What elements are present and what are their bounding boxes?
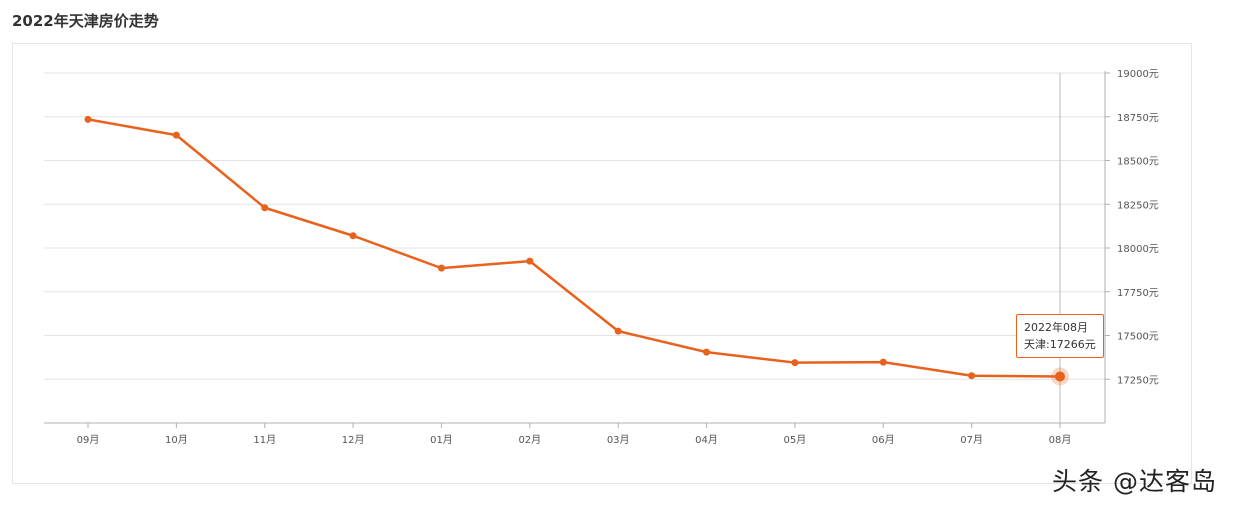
data-point xyxy=(172,131,180,139)
data-point xyxy=(703,348,711,356)
data-points xyxy=(84,115,1069,386)
tooltip-date: 2022年08月 xyxy=(1024,321,1088,335)
x-tick-label: 06月 xyxy=(872,434,895,446)
y-tick-label: 18000元 xyxy=(1117,244,1159,255)
data-point xyxy=(437,264,445,272)
tooltip-value-line: 天津:17266元 xyxy=(1024,338,1096,352)
y-tick-label: 18250元 xyxy=(1117,200,1159,211)
tooltip-series-label: 天津 xyxy=(1024,338,1046,352)
y-tick-label: 17500元 xyxy=(1117,332,1159,343)
data-point xyxy=(614,327,622,335)
x-tick-labels: 09月 10月 11月 12月 01月 02月 03月 04月 05月 06月 07月 08月 xyxy=(77,434,1072,446)
series-line xyxy=(87,118,1061,378)
x-tick-label: 01月 xyxy=(430,434,453,446)
x-tick-label: 10月 xyxy=(165,434,188,446)
data-point xyxy=(526,257,534,265)
x-tick-label: 04月 xyxy=(695,434,718,446)
data-point-highlight xyxy=(1055,371,1065,382)
data-point xyxy=(349,232,357,240)
x-tick-label: 03月 xyxy=(607,434,630,446)
y-tick-label: 19000元 xyxy=(1117,69,1159,80)
data-point xyxy=(84,115,92,123)
y-tick-labels: 17250元 17500元 17750元 18000元 18250元 18500元 1875… xyxy=(1117,69,1159,386)
x-tick-label: 12月 xyxy=(342,434,365,446)
x-tick-label: 11月 xyxy=(253,434,276,446)
y-tick-label: 18500元 xyxy=(1117,157,1159,168)
tooltip-value: 17266元 xyxy=(1049,338,1096,352)
x-tick-label: 08月 xyxy=(1049,434,1072,446)
data-point xyxy=(791,359,799,367)
chart-tooltip: 2022年08月 天津:17266元 xyxy=(1016,314,1104,359)
x-tick-label: 09月 xyxy=(77,434,100,446)
watermark: 头条 @达客岛 xyxy=(1052,467,1217,496)
y-tick-label: 17750元 xyxy=(1117,288,1159,299)
x-tick-label: 07月 xyxy=(960,434,983,446)
x-tick-label: 05月 xyxy=(784,434,807,446)
y-tick-label: 17250元 xyxy=(1117,375,1159,386)
page-title: 2022年天津房价走势 xyxy=(12,12,159,30)
axes xyxy=(44,71,1110,428)
grid-lines xyxy=(44,72,1105,380)
series-line-path xyxy=(87,118,1061,378)
data-point xyxy=(968,372,976,380)
x-tick-label: 02月 xyxy=(518,434,541,446)
y-tick-label: 18750元 xyxy=(1117,113,1159,124)
data-point xyxy=(261,204,269,212)
data-point xyxy=(879,358,887,366)
